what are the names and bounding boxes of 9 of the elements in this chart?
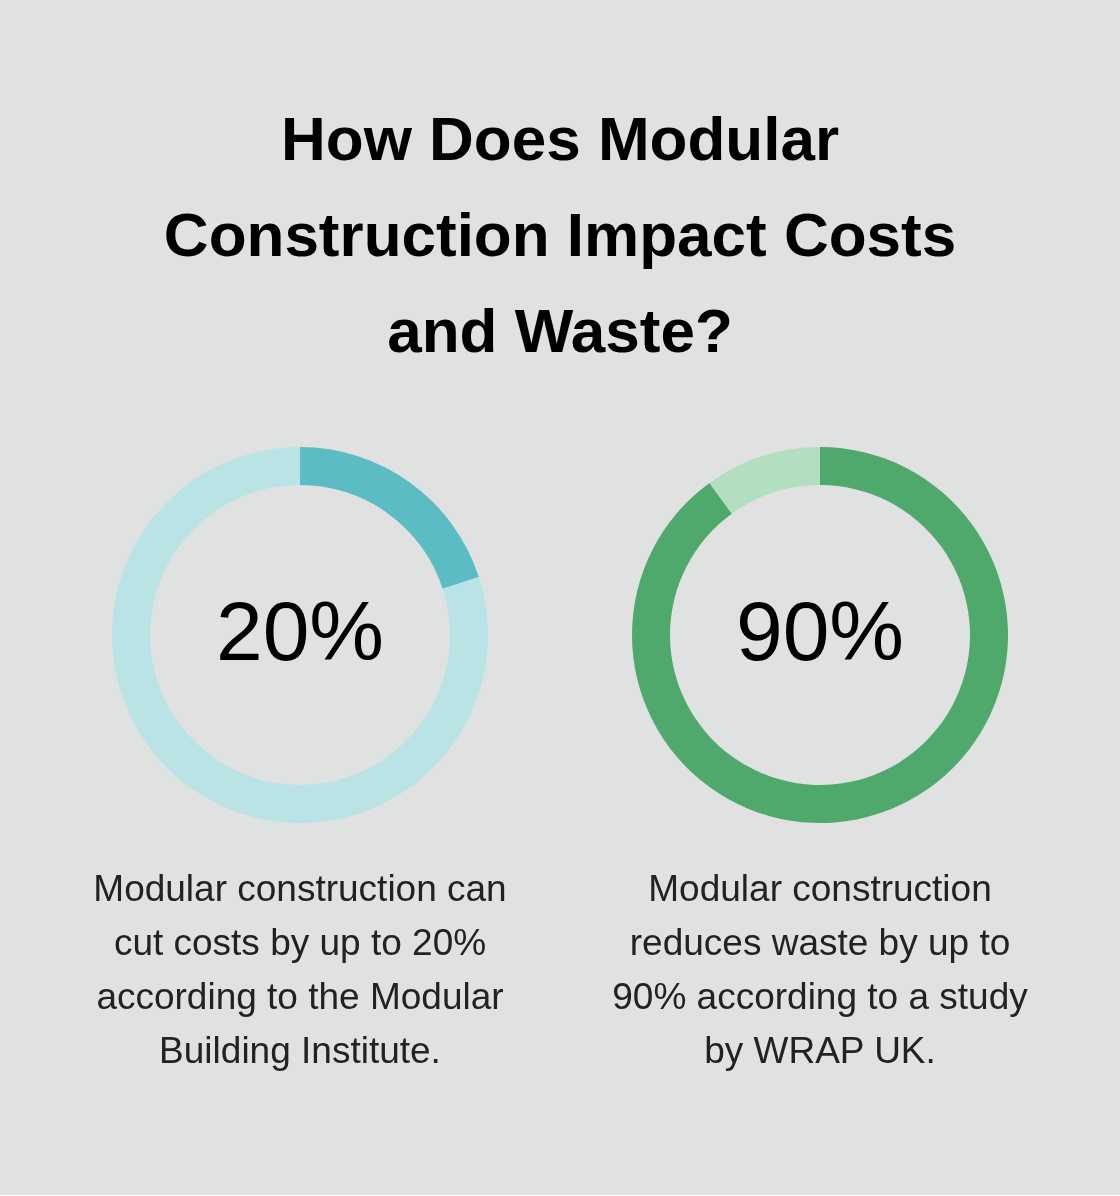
text: Modular construction reduces waste by up to 90% according to a study by WRAP UK. [612, 868, 1029, 1071]
text: Modular construction can cut costs by up to 20% according to the Modular Building Institute. [93, 868, 507, 1071]
donut-slice [300, 447, 479, 589]
donut-slice [112, 447, 488, 823]
data-label: 90% [735, 584, 905, 678]
donut-slice [709, 447, 820, 514]
chart-title: How Does Modular Construction Impact Costs and Waste? [163, 104, 957, 365]
data-label: 20% [215, 584, 385, 678]
donut-slice [632, 447, 1008, 823]
